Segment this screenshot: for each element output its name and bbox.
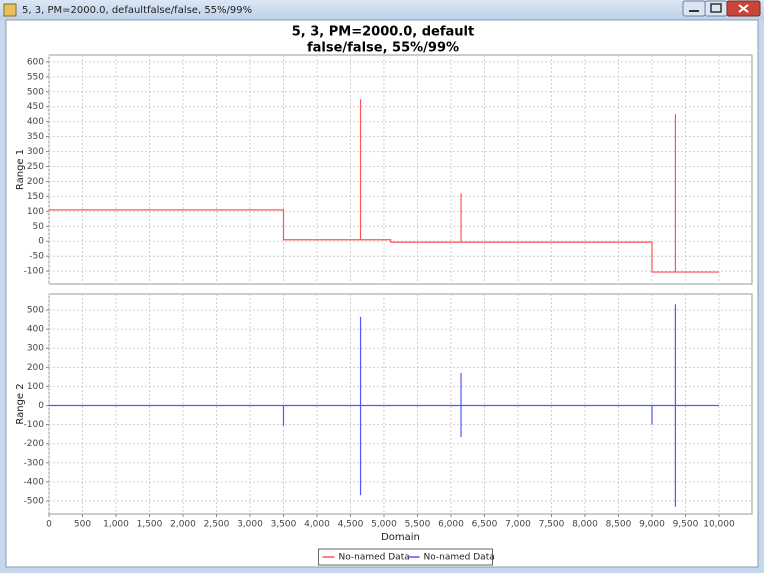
x-tick-label: 5,500 [405, 520, 431, 530]
y-tick-label: -500 [24, 497, 45, 507]
y-tick-label: 150 [27, 192, 44, 202]
legend: No-named Data No-named Data [318, 548, 495, 566]
data-line [49, 99, 719, 273]
y-tick-label: -300 [24, 458, 45, 468]
x-tick-label: 4,500 [338, 520, 364, 530]
x-tick-label: 8,000 [572, 520, 598, 530]
y-tick-label: 600 [27, 57, 44, 67]
x-tick-label: 10,000 [703, 520, 735, 530]
x-tick-label: 500 [74, 520, 91, 530]
x-tick-label: 3,500 [271, 520, 297, 530]
x-tick-label: 7,000 [505, 520, 531, 530]
chart-title: 5, 3, PM=2000.0, default [292, 25, 474, 40]
x-tick-label: 1,000 [103, 520, 129, 530]
y-tick-label: -100 [24, 267, 45, 277]
y-tick-label: 500 [27, 306, 44, 316]
y-tick-label: 400 [27, 117, 44, 127]
app-icon [3, 3, 17, 17]
x-tick-label: 2,000 [170, 520, 196, 530]
x-tick-label: 0 [46, 520, 52, 530]
y-tick-label: 50 [33, 222, 45, 232]
y-axis-label: Range 1 [15, 149, 26, 190]
y-tick-label: 200 [27, 177, 44, 187]
y-tick-label: 250 [27, 162, 44, 172]
x-tick-label: 9,500 [673, 520, 699, 530]
y-tick-label: 100 [27, 382, 44, 392]
y-tick-label: -400 [24, 477, 45, 487]
x-axis-label: Domain [381, 532, 420, 543]
title-bar [0, 0, 764, 20]
y-tick-label: -200 [24, 439, 45, 449]
legend-label: No-named Data [424, 553, 495, 563]
x-tick-label: 3,000 [237, 520, 263, 530]
x-tick-label: 2,500 [204, 520, 230, 530]
y-tick-label: 0 [38, 401, 44, 411]
y-tick-label: 450 [27, 102, 44, 112]
y-tick-label: -100 [24, 420, 45, 430]
legend-box [318, 548, 493, 566]
y-tick-label: 500 [27, 87, 44, 97]
x-tick-label: 9,000 [639, 520, 665, 530]
plot-area [48, 54, 753, 285]
y-tick-label: 400 [27, 325, 44, 335]
legend-label: No-named Data [339, 553, 410, 563]
maximize-icon [710, 3, 722, 13]
y-tick-label: 0 [38, 237, 44, 247]
x-tick-label: 6,000 [438, 520, 464, 530]
x-tick-label: 4,000 [304, 520, 330, 530]
y-tick-label: 550 [27, 72, 44, 82]
y-axis-label: Range 2 [15, 383, 26, 424]
y-tick-label: 300 [27, 147, 44, 157]
window-title: 5, 3, PM=2000.0, defaultfalse/false, 55%… [22, 5, 252, 16]
y-tick-label: 350 [27, 132, 44, 142]
minimize-button[interactable] [682, 0, 706, 17]
y-tick-label: 200 [27, 363, 44, 373]
plot-area [48, 293, 753, 515]
close-icon [738, 4, 749, 13]
x-tick-label: 1,500 [137, 520, 163, 530]
x-tick-label: 8,500 [606, 520, 632, 530]
x-tick-label: 6,500 [472, 520, 498, 530]
y-tick-label: 300 [27, 344, 44, 354]
x-tick-label: 7,500 [539, 520, 565, 530]
data-line [49, 304, 719, 507]
y-tick-label: 100 [27, 207, 44, 217]
chart-title: false/false, 55%/99% [307, 41, 459, 56]
x-tick-label: 5,000 [371, 520, 397, 530]
y-tick-label: -50 [29, 252, 44, 262]
